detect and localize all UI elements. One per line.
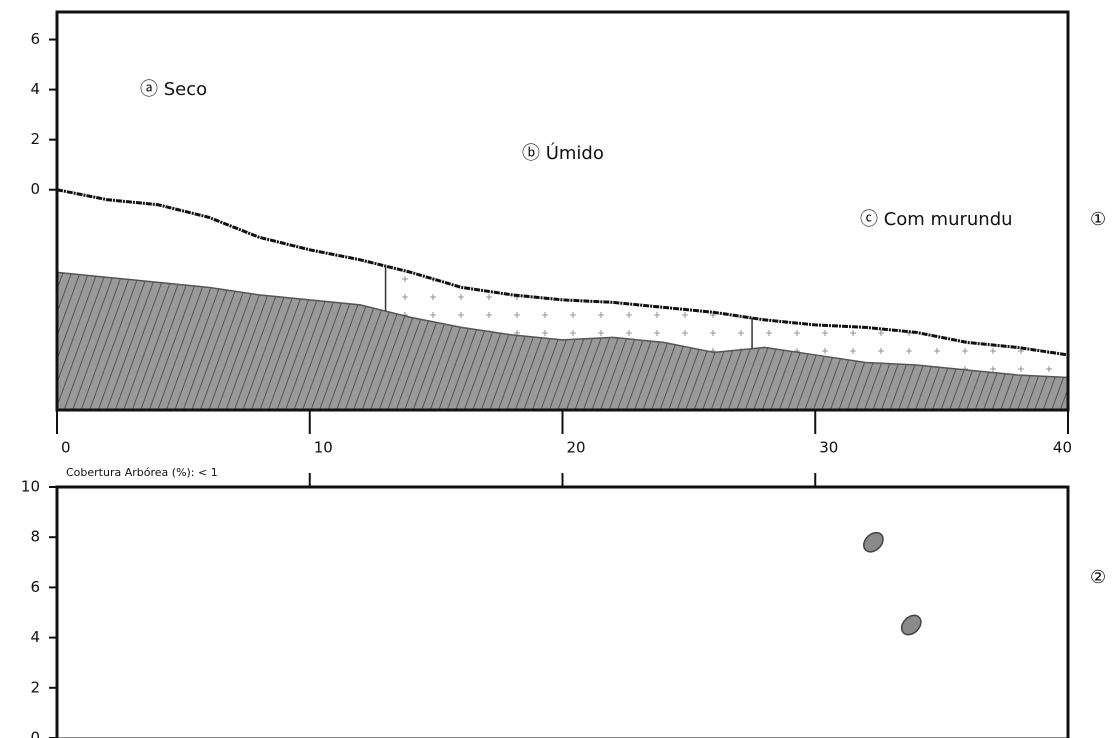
panel-title: Cobertura Arbórea (%): < 1 — [66, 466, 218, 479]
tree-crown — [898, 612, 925, 639]
cover-panel: 0 2 4 6 8 10 — [21, 473, 925, 738]
y-tick-label: 0 — [30, 180, 40, 198]
y-tick-label: 4 — [30, 80, 40, 98]
cover-frame — [57, 487, 1068, 738]
figure: 0 2 4 6 0 10 20 30 40 0 2 4 6 8 10 ⓐ Seco ⓑ Úmido ⓒ C… — [0, 0, 1115, 738]
tree-crown — [860, 529, 887, 556]
annotation: ⓒ Com murundu — [860, 209, 1013, 230]
x-tick-label: 10 — [314, 439, 333, 457]
x-tick-label: 40 — [1053, 439, 1072, 457]
y-tick-label: 2 — [30, 678, 40, 696]
x-tick-label: 0 — [61, 439, 71, 457]
x-tick-label: 30 — [819, 439, 838, 457]
y-tick-label: 6 — [30, 30, 40, 48]
y-tick-label: 6 — [30, 578, 40, 596]
x-tick-label: 20 — [567, 439, 586, 457]
y-tick-label: 0 — [30, 729, 40, 738]
annotation: ⓐ Seco — [140, 79, 207, 100]
panel-label: ② — [1090, 567, 1106, 588]
annotation: ⓑ Úmido — [522, 142, 604, 164]
panel-label: ① — [1090, 209, 1106, 230]
y-tick-label: 4 — [30, 628, 40, 646]
y-tick-label: 8 — [30, 528, 40, 546]
y-tick-label: 10 — [21, 478, 40, 496]
y-tick-label: 2 — [30, 130, 40, 148]
